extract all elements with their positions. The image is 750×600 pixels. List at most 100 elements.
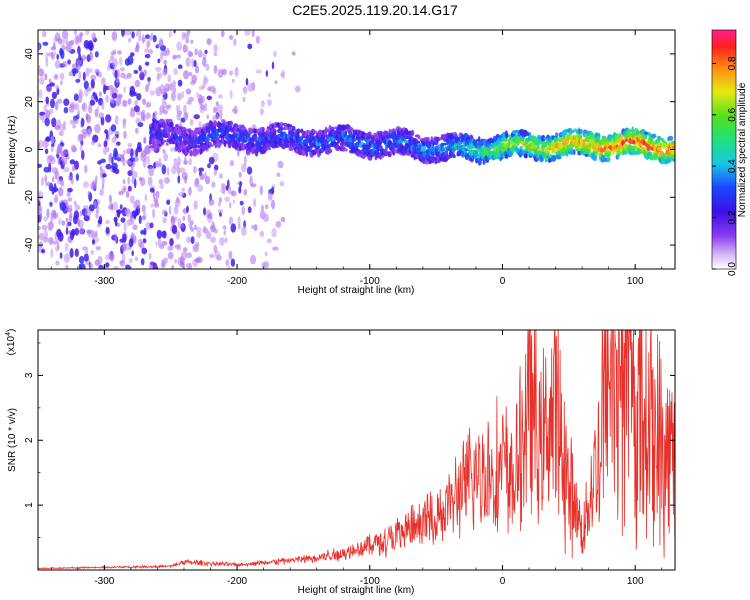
spectrogram-noise-mark <box>38 226 41 231</box>
spectrogram-noise-mark <box>47 236 54 244</box>
spectrogram-ridge-mark <box>344 148 348 152</box>
spectrogram-noise-mark <box>105 262 110 268</box>
spectrogram-noise-mark <box>170 91 176 102</box>
spectrogram-noise-mark <box>121 30 125 37</box>
spectrogram-noise-mark <box>152 118 156 123</box>
spectrogram-noise-mark <box>230 258 236 267</box>
spectrogram-noise-mark <box>124 30 131 36</box>
spectrogram-noise-mark <box>203 74 207 85</box>
spectrogram-noise-mark <box>255 35 260 44</box>
spectrogram-ridge-mark <box>266 147 272 151</box>
spectrogram-noise-mark <box>60 157 65 162</box>
spectrogram-noise-mark <box>97 160 102 165</box>
spectrogram-noise-mark <box>69 101 76 110</box>
spectrogram-noise-mark <box>153 162 157 169</box>
spectrogram-noise-mark <box>74 248 79 257</box>
spectrogram-ridge-mark <box>349 127 354 132</box>
spectrogram-noise-mark <box>75 78 81 83</box>
spectrogram-noise-mark <box>95 246 102 251</box>
spectrogram-ridge-mark <box>540 156 543 162</box>
spectrogram-noise-mark <box>193 166 197 174</box>
spectrogram-noise-mark <box>173 30 176 34</box>
spectrogram-noise-mark <box>206 38 212 46</box>
spectrogram-noise-mark <box>193 200 198 210</box>
spectrogram-ridge-mark <box>506 133 509 138</box>
spectrogram-y-tick-label: 40 <box>24 48 35 60</box>
spectrogram-noise-mark <box>50 135 55 145</box>
spectrogram-ridge-mark <box>335 144 341 152</box>
snr-x-tick-label: 0 <box>500 576 506 587</box>
spectrogram-noise-mark <box>95 95 99 103</box>
spectrogram-noise-mark <box>152 262 158 269</box>
spectrogram-ridge-mark <box>343 133 347 138</box>
spectrogram-noise-mark <box>88 204 95 212</box>
snr-x-axis-title: Height of straight line (km) <box>298 585 415 596</box>
spectrogram-noise-mark <box>109 253 115 262</box>
spectrogram-ridge-mark <box>611 151 615 155</box>
spectrogram-ridge-mark <box>529 152 534 156</box>
snr-x-tick-label: -200 <box>227 576 247 587</box>
spectrogram-noise-mark <box>197 49 203 58</box>
spectrogram-noise-mark <box>105 254 110 261</box>
spectrogram-ridge-mark <box>551 155 557 162</box>
spectrogram-noise-mark <box>38 163 43 168</box>
spectrogram-noise-mark <box>221 68 227 76</box>
spectrogram-noise-mark <box>119 260 126 267</box>
spectrogram-ridge-mark <box>472 140 476 146</box>
spectrogram-noise-mark <box>144 48 150 53</box>
spectrogram-ridge-mark <box>577 151 582 156</box>
spectrogram-ridge-mark <box>344 130 348 135</box>
spectrogram-noise-mark <box>176 41 183 52</box>
spectrogram-noise-mark <box>74 204 81 211</box>
spectrogram-noise-mark <box>116 141 121 146</box>
spectrogram-noise-mark <box>49 156 56 165</box>
spectrogram-noise-mark <box>230 223 237 233</box>
spectrogram-noise-mark <box>133 69 139 74</box>
spectrogram-ridge-mark <box>194 129 198 135</box>
spectrogram-noise-mark <box>151 208 156 219</box>
spectrogram-noise-mark <box>177 218 182 228</box>
spectrogram-ridge-mark <box>457 141 463 145</box>
spectrogram-noise-mark <box>177 175 181 184</box>
spectrogram-ridge-mark <box>305 150 309 157</box>
spectrogram-noise-mark <box>57 144 63 155</box>
spectrogram-noise-mark <box>138 65 142 72</box>
spectrogram-noise-mark <box>75 59 82 66</box>
spectrogram-noise-mark <box>198 167 204 172</box>
spectrogram-noise-mark <box>133 156 139 163</box>
spectrogram-noise-mark <box>155 240 158 247</box>
spectrogram-noise-mark <box>105 163 112 170</box>
spectrogram-noise-mark <box>191 74 197 84</box>
spectrogram-noise-mark <box>74 103 80 111</box>
spectrogram-ridge-mark <box>536 140 540 148</box>
spectrogram-noise-mark <box>184 45 189 53</box>
spectrogram-ridge-mark <box>229 120 234 126</box>
spectrogram-noise-mark <box>213 169 217 176</box>
spectrogram-noise-mark <box>81 246 88 251</box>
spectrogram-noise-mark <box>176 54 181 59</box>
spectrogram-noise-mark <box>204 102 208 112</box>
spectrogram-noise-mark <box>59 201 66 211</box>
spectrogram-noise-mark <box>146 40 150 49</box>
spectrogram-noise-mark <box>172 54 177 60</box>
spectrogram-noise-mark <box>193 114 200 120</box>
spectrogram-ridge-mark <box>570 148 574 153</box>
spectrogram-noise-mark <box>90 181 97 191</box>
spectrogram-noise-mark <box>105 94 110 103</box>
spectrogram-noise-mark <box>74 35 80 45</box>
spectrogram-noise-mark <box>59 252 63 259</box>
spectrogram-noise-mark <box>54 101 59 111</box>
spectrogram-noise-mark <box>90 79 95 89</box>
spectrogram-noise-mark <box>122 124 126 129</box>
spectrogram-noise-mark <box>229 201 232 209</box>
spectrogram-ridge-mark <box>588 131 594 138</box>
spectrogram-ridge-mark <box>340 138 345 144</box>
spectrogram-noise-mark <box>156 72 160 82</box>
spectrogram-noise-mark <box>119 238 125 243</box>
colorbar-ticks: 0.0 0.2 0.4 0.6 0.8 <box>712 56 738 276</box>
spectrogram-noise-mark <box>122 149 126 156</box>
spectrogram-noise-mark <box>65 217 69 222</box>
spectrogram-noise-mark <box>183 247 188 253</box>
spectrogram-noise-mark <box>214 250 221 260</box>
spectrogram-noise-mark <box>213 106 218 114</box>
